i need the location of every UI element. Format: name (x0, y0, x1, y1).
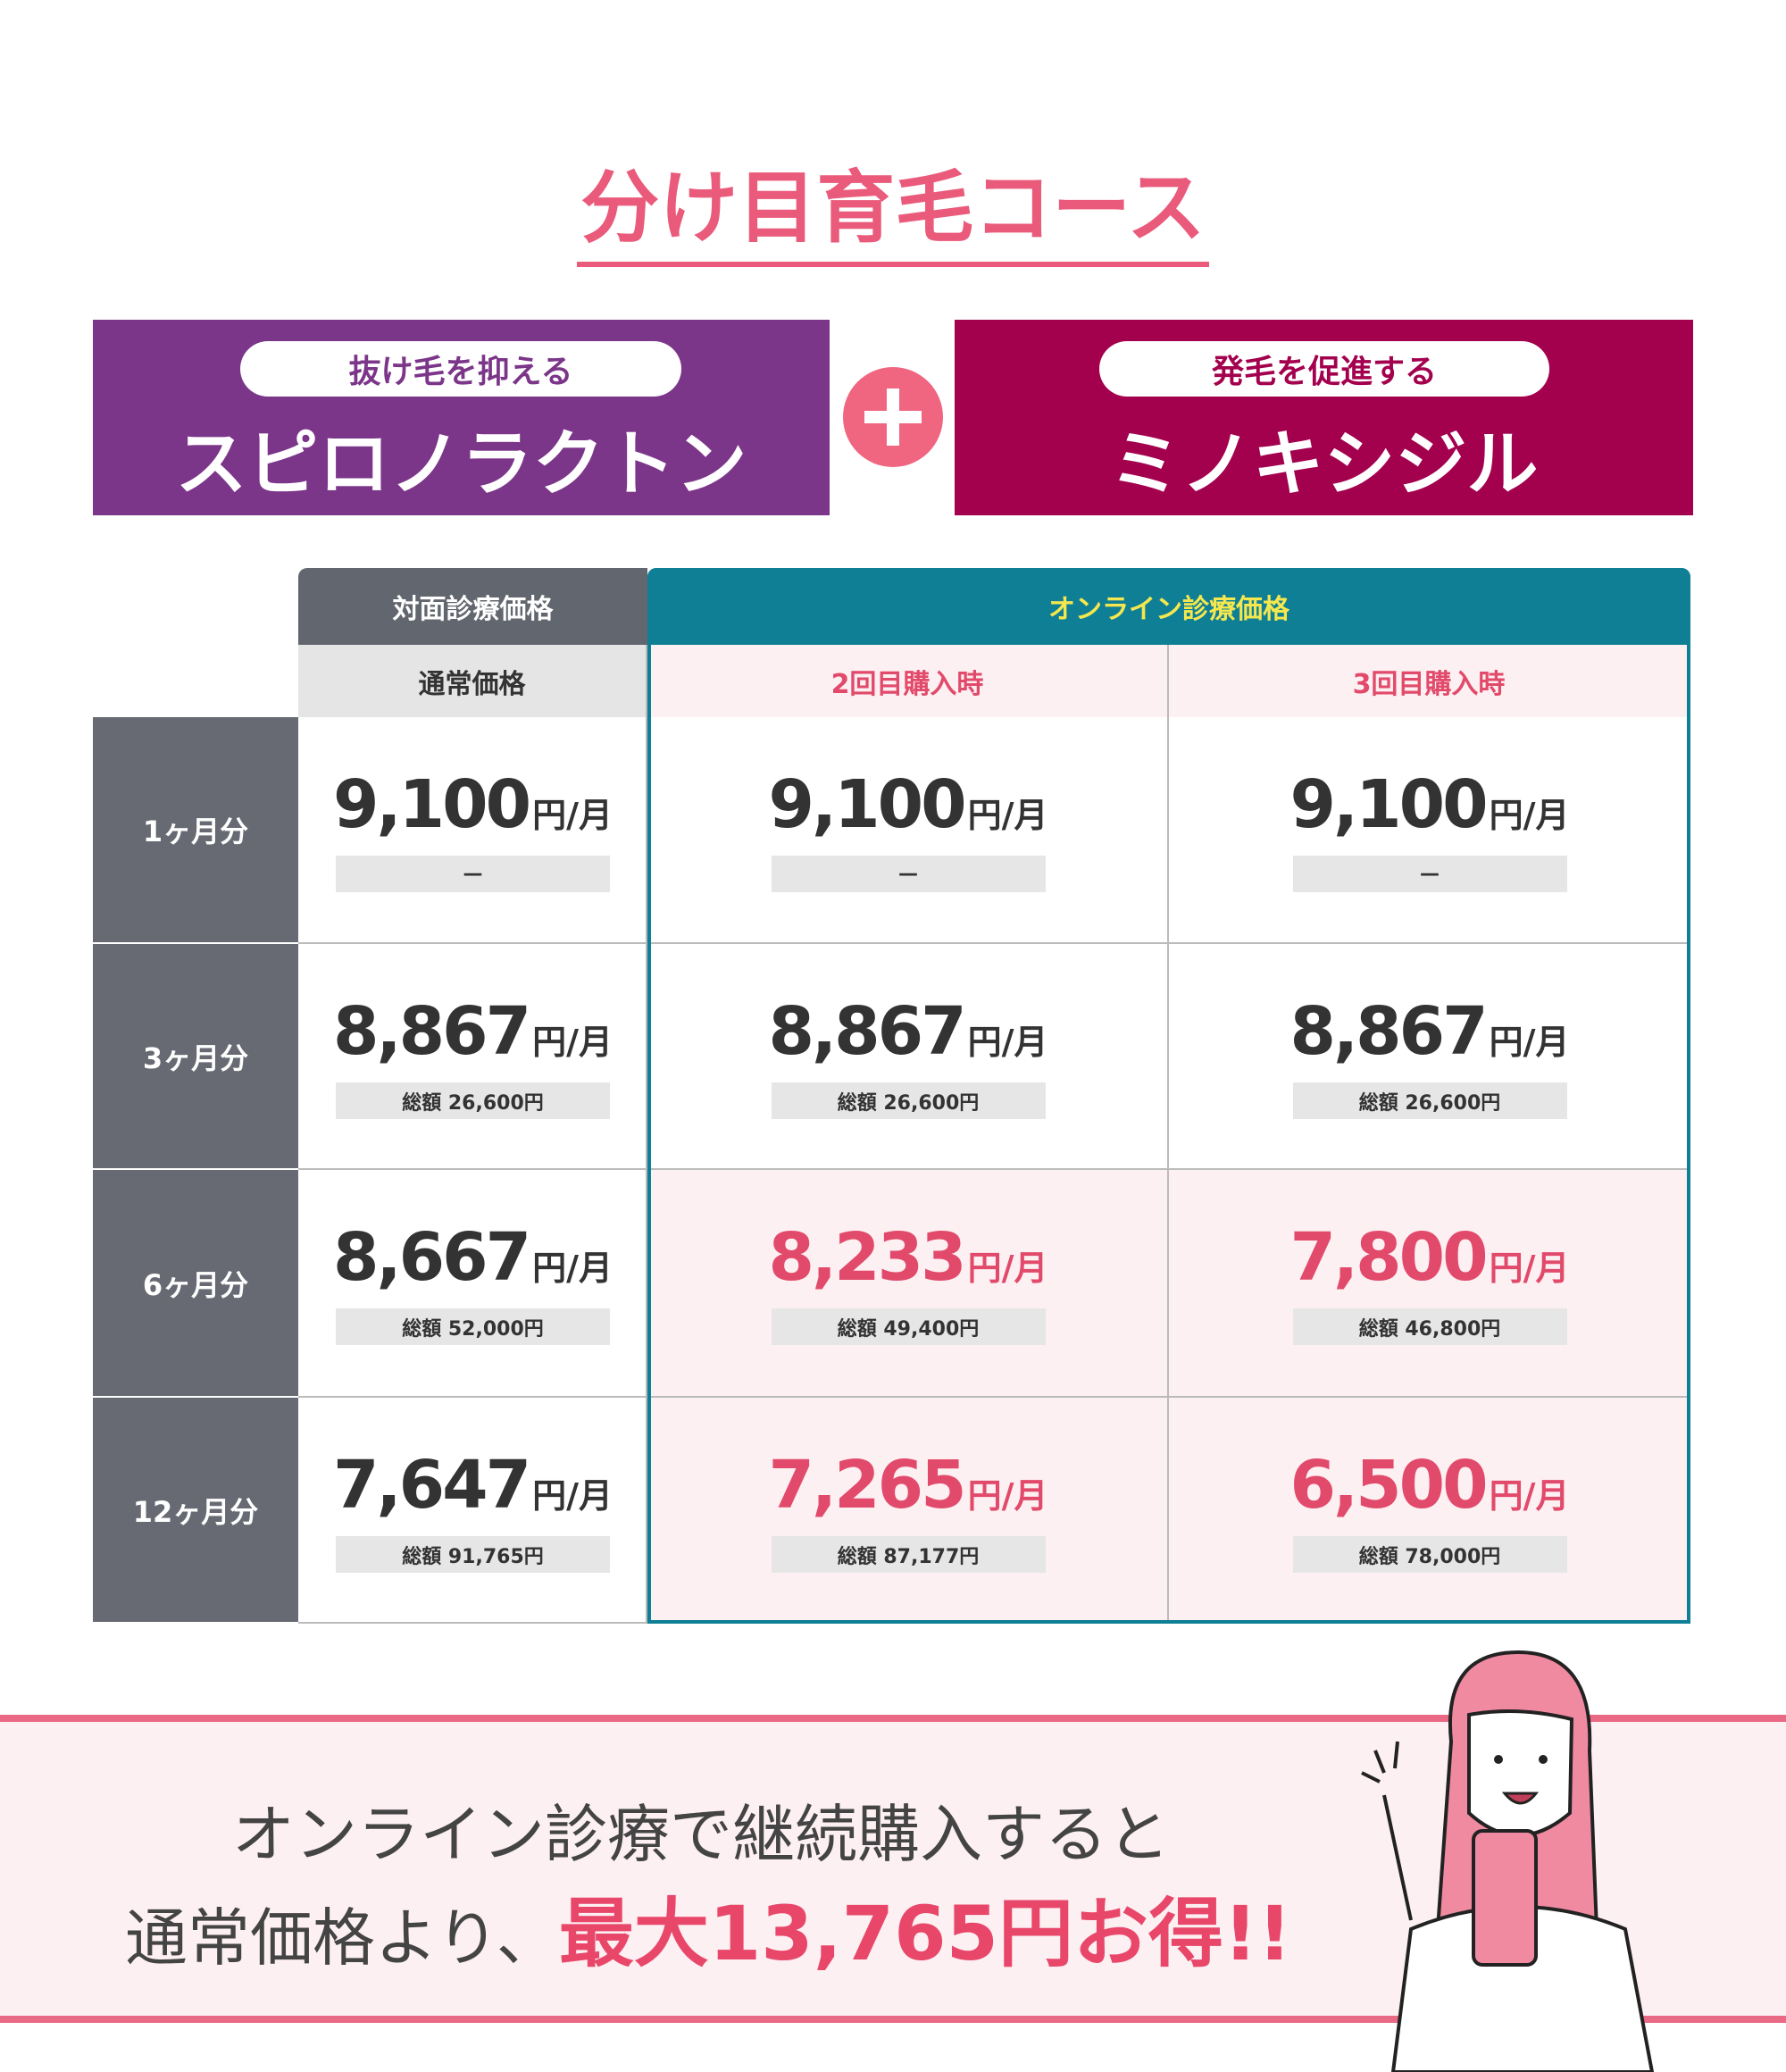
price-cell: 8,667 円/月総額 52,000円 (298, 1170, 647, 1398)
online-border (647, 568, 1690, 1624)
column-header: 通常価格 (298, 645, 647, 717)
price-cell: 7,647 円/月総額 91,765円 (298, 1398, 647, 1624)
price-unit: 円/月 (532, 1249, 613, 1288)
price-unit: 円/月 (1489, 1249, 1570, 1288)
price-total: 総額 26,600円 (1292, 1082, 1567, 1119)
price-value: 9,100 (768, 766, 967, 843)
price: 9,100 円/月 (647, 766, 1169, 851)
price: 8,867 円/月 (1169, 993, 1690, 1078)
price: 8,667 円/月 (298, 1219, 647, 1304)
price: 8,867 円/月 (647, 993, 1169, 1078)
price: 8,867 円/月 (298, 993, 647, 1078)
price: 7,800 円/月 (1169, 1219, 1690, 1304)
price-cell: 7,265 円/月総額 87,177円 (647, 1398, 1169, 1624)
row-label: 6ヶ月分 (93, 1170, 298, 1398)
price-total: 総額 78,000円 (1292, 1536, 1567, 1573)
drug-name: ミノキシジル (1109, 422, 1539, 505)
price-unit: 円/月 (967, 1476, 1048, 1516)
price-unit: 円/月 (967, 796, 1048, 835)
drug-tag: 抜け毛を抑える (240, 341, 681, 397)
price-value: 8,233 (768, 1219, 967, 1296)
price-value: 9,100 (333, 766, 531, 843)
price: 9,100 円/月 (298, 766, 647, 851)
price-value: 8,867 (768, 993, 967, 1070)
price-total: 総額 26,600円 (771, 1082, 1046, 1119)
price-total: — (1292, 856, 1567, 892)
column-header: 2回目購入時 (647, 645, 1169, 717)
price-value: 9,100 (1289, 766, 1489, 843)
illustration (1361, 1650, 1655, 2072)
price-total: — (771, 856, 1046, 892)
price: 6,500 円/月 (1169, 1447, 1690, 1532)
drug-name: スピロノラクトン (175, 422, 747, 505)
price-total: 総額 49,400円 (771, 1308, 1046, 1345)
price-value: 7,800 (1289, 1219, 1489, 1296)
price-cell: 8,867 円/月総額 26,600円 (298, 944, 647, 1170)
banner-line: 通常価格より、最大13,765円お得!! (125, 1874, 1292, 1982)
banner-highlight: 最大13,765円お得!! (558, 1890, 1292, 1977)
price-value: 6,500 (1289, 1447, 1489, 1524)
price: 9,100 円/月 (1169, 766, 1690, 851)
price-total: 総額 91,765円 (336, 1536, 610, 1573)
price-cell: 6,500 円/月総額 78,000円 (1169, 1398, 1690, 1624)
price: 7,647 円/月 (298, 1447, 647, 1532)
price-cell: 9,100 円/月 — (647, 717, 1169, 944)
price-cell: 9,100 円/月 — (1169, 717, 1690, 944)
column-header: 3回目購入時 (1169, 645, 1690, 717)
row-label: 1ヶ月分 (93, 717, 298, 944)
drug-box: 抜け毛を抑える スピロノラクトン (93, 320, 830, 515)
price-cell: 8,867 円/月総額 26,600円 (647, 944, 1169, 1170)
price: 7,265 円/月 (647, 1447, 1169, 1532)
price-unit: 円/月 (1489, 796, 1570, 835)
row-label: 3ヶ月分 (93, 944, 298, 1170)
plus-icon (843, 367, 943, 467)
price-unit: 円/月 (532, 1023, 613, 1062)
price-unit: 円/月 (1489, 1476, 1570, 1516)
price: 8,233 円/月 (647, 1219, 1169, 1304)
drug-tag: 発毛を促進する (1099, 341, 1549, 397)
price-value: 8,867 (1289, 993, 1489, 1070)
price-value: 8,867 (333, 993, 531, 1070)
price-total: 総額 46,800円 (1292, 1308, 1567, 1345)
drug-box: 発毛を促進する ミノキシジル (955, 320, 1693, 515)
banner-line: オンライン診療で継続購入すると (232, 1798, 1170, 1871)
price-value: 7,265 (768, 1447, 967, 1524)
group-header: 対面診療価格 (298, 568, 647, 645)
price-total: 総額 26,600円 (336, 1082, 610, 1119)
row-label: 12ヶ月分 (93, 1398, 298, 1624)
price-total: — (336, 856, 610, 892)
banner-text: 通常価格より、 (125, 1901, 559, 1975)
price-unit: 円/月 (532, 1476, 613, 1516)
price-unit: 円/月 (967, 1023, 1048, 1062)
price-unit: 円/月 (532, 796, 613, 835)
price-unit: 円/月 (1489, 1023, 1570, 1062)
price-value: 8,667 (333, 1219, 531, 1296)
price-total: 総額 87,177円 (771, 1536, 1046, 1573)
title: 分け目育毛コース (0, 156, 1786, 267)
title-text: 分け目育毛コース (577, 145, 1209, 267)
price-unit: 円/月 (967, 1249, 1048, 1288)
price-value: 7,647 (333, 1447, 531, 1524)
price-cell: 8,233 円/月総額 49,400円 (647, 1170, 1169, 1398)
group-header: オンライン診療価格 (647, 568, 1690, 645)
price-cell: 8,867 円/月総額 26,600円 (1169, 944, 1690, 1170)
price-total: 総額 52,000円 (336, 1308, 610, 1345)
price-cell: 9,100 円/月 — (298, 717, 647, 944)
